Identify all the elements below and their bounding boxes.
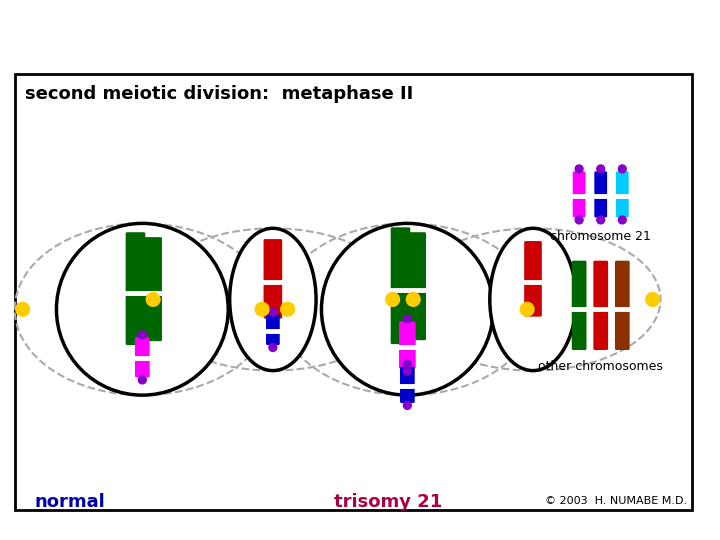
FancyBboxPatch shape [593,308,608,350]
Circle shape [16,302,30,316]
Circle shape [618,165,626,173]
FancyBboxPatch shape [391,227,410,291]
Circle shape [255,302,269,316]
Circle shape [269,308,276,316]
FancyBboxPatch shape [524,241,542,284]
Circle shape [269,343,276,352]
Ellipse shape [490,228,576,370]
Circle shape [618,216,626,224]
FancyBboxPatch shape [594,195,607,218]
FancyBboxPatch shape [572,171,585,198]
Circle shape [403,402,411,409]
FancyBboxPatch shape [616,171,629,198]
Circle shape [521,302,534,316]
FancyBboxPatch shape [126,232,145,294]
FancyBboxPatch shape [126,291,145,345]
FancyBboxPatch shape [143,291,162,341]
FancyBboxPatch shape [615,308,630,350]
FancyBboxPatch shape [572,308,587,350]
Circle shape [597,165,605,173]
FancyBboxPatch shape [143,237,162,294]
FancyBboxPatch shape [391,288,410,344]
FancyBboxPatch shape [524,280,542,316]
Circle shape [138,376,146,384]
Circle shape [386,293,400,306]
Circle shape [403,360,411,368]
Ellipse shape [56,224,228,395]
Circle shape [575,165,583,173]
FancyBboxPatch shape [400,367,415,387]
Circle shape [646,293,660,306]
FancyBboxPatch shape [266,315,280,332]
Ellipse shape [321,224,493,395]
Text: normal: normal [35,493,105,511]
FancyBboxPatch shape [266,329,280,345]
FancyBboxPatch shape [572,261,587,310]
FancyBboxPatch shape [135,357,150,377]
Circle shape [575,216,583,224]
FancyBboxPatch shape [594,171,607,198]
Text: trisomy 21: trisomy 21 [334,493,442,511]
FancyBboxPatch shape [264,239,282,284]
Circle shape [281,302,294,316]
Circle shape [406,293,420,306]
FancyBboxPatch shape [616,195,629,218]
Text: chromosome 21: chromosome 21 [550,230,651,243]
FancyBboxPatch shape [406,232,426,291]
Circle shape [403,367,411,375]
FancyBboxPatch shape [135,338,150,360]
FancyBboxPatch shape [264,280,282,319]
FancyBboxPatch shape [406,288,426,340]
Circle shape [403,315,411,323]
FancyBboxPatch shape [572,195,585,218]
Circle shape [597,216,605,224]
FancyBboxPatch shape [593,261,608,310]
FancyBboxPatch shape [615,261,630,310]
Ellipse shape [230,228,316,370]
Text: other chromosomes: other chromosomes [539,360,663,373]
FancyBboxPatch shape [14,73,692,510]
Circle shape [138,331,146,339]
Text: © 2003  H. NUMABE M.D.: © 2003 H. NUMABE M.D. [545,496,687,506]
FancyBboxPatch shape [399,345,415,369]
FancyBboxPatch shape [399,321,415,348]
Text: second meiotic division:  metaphase II: second meiotic division: metaphase II [24,85,413,104]
FancyBboxPatch shape [400,384,415,403]
Circle shape [146,293,160,306]
